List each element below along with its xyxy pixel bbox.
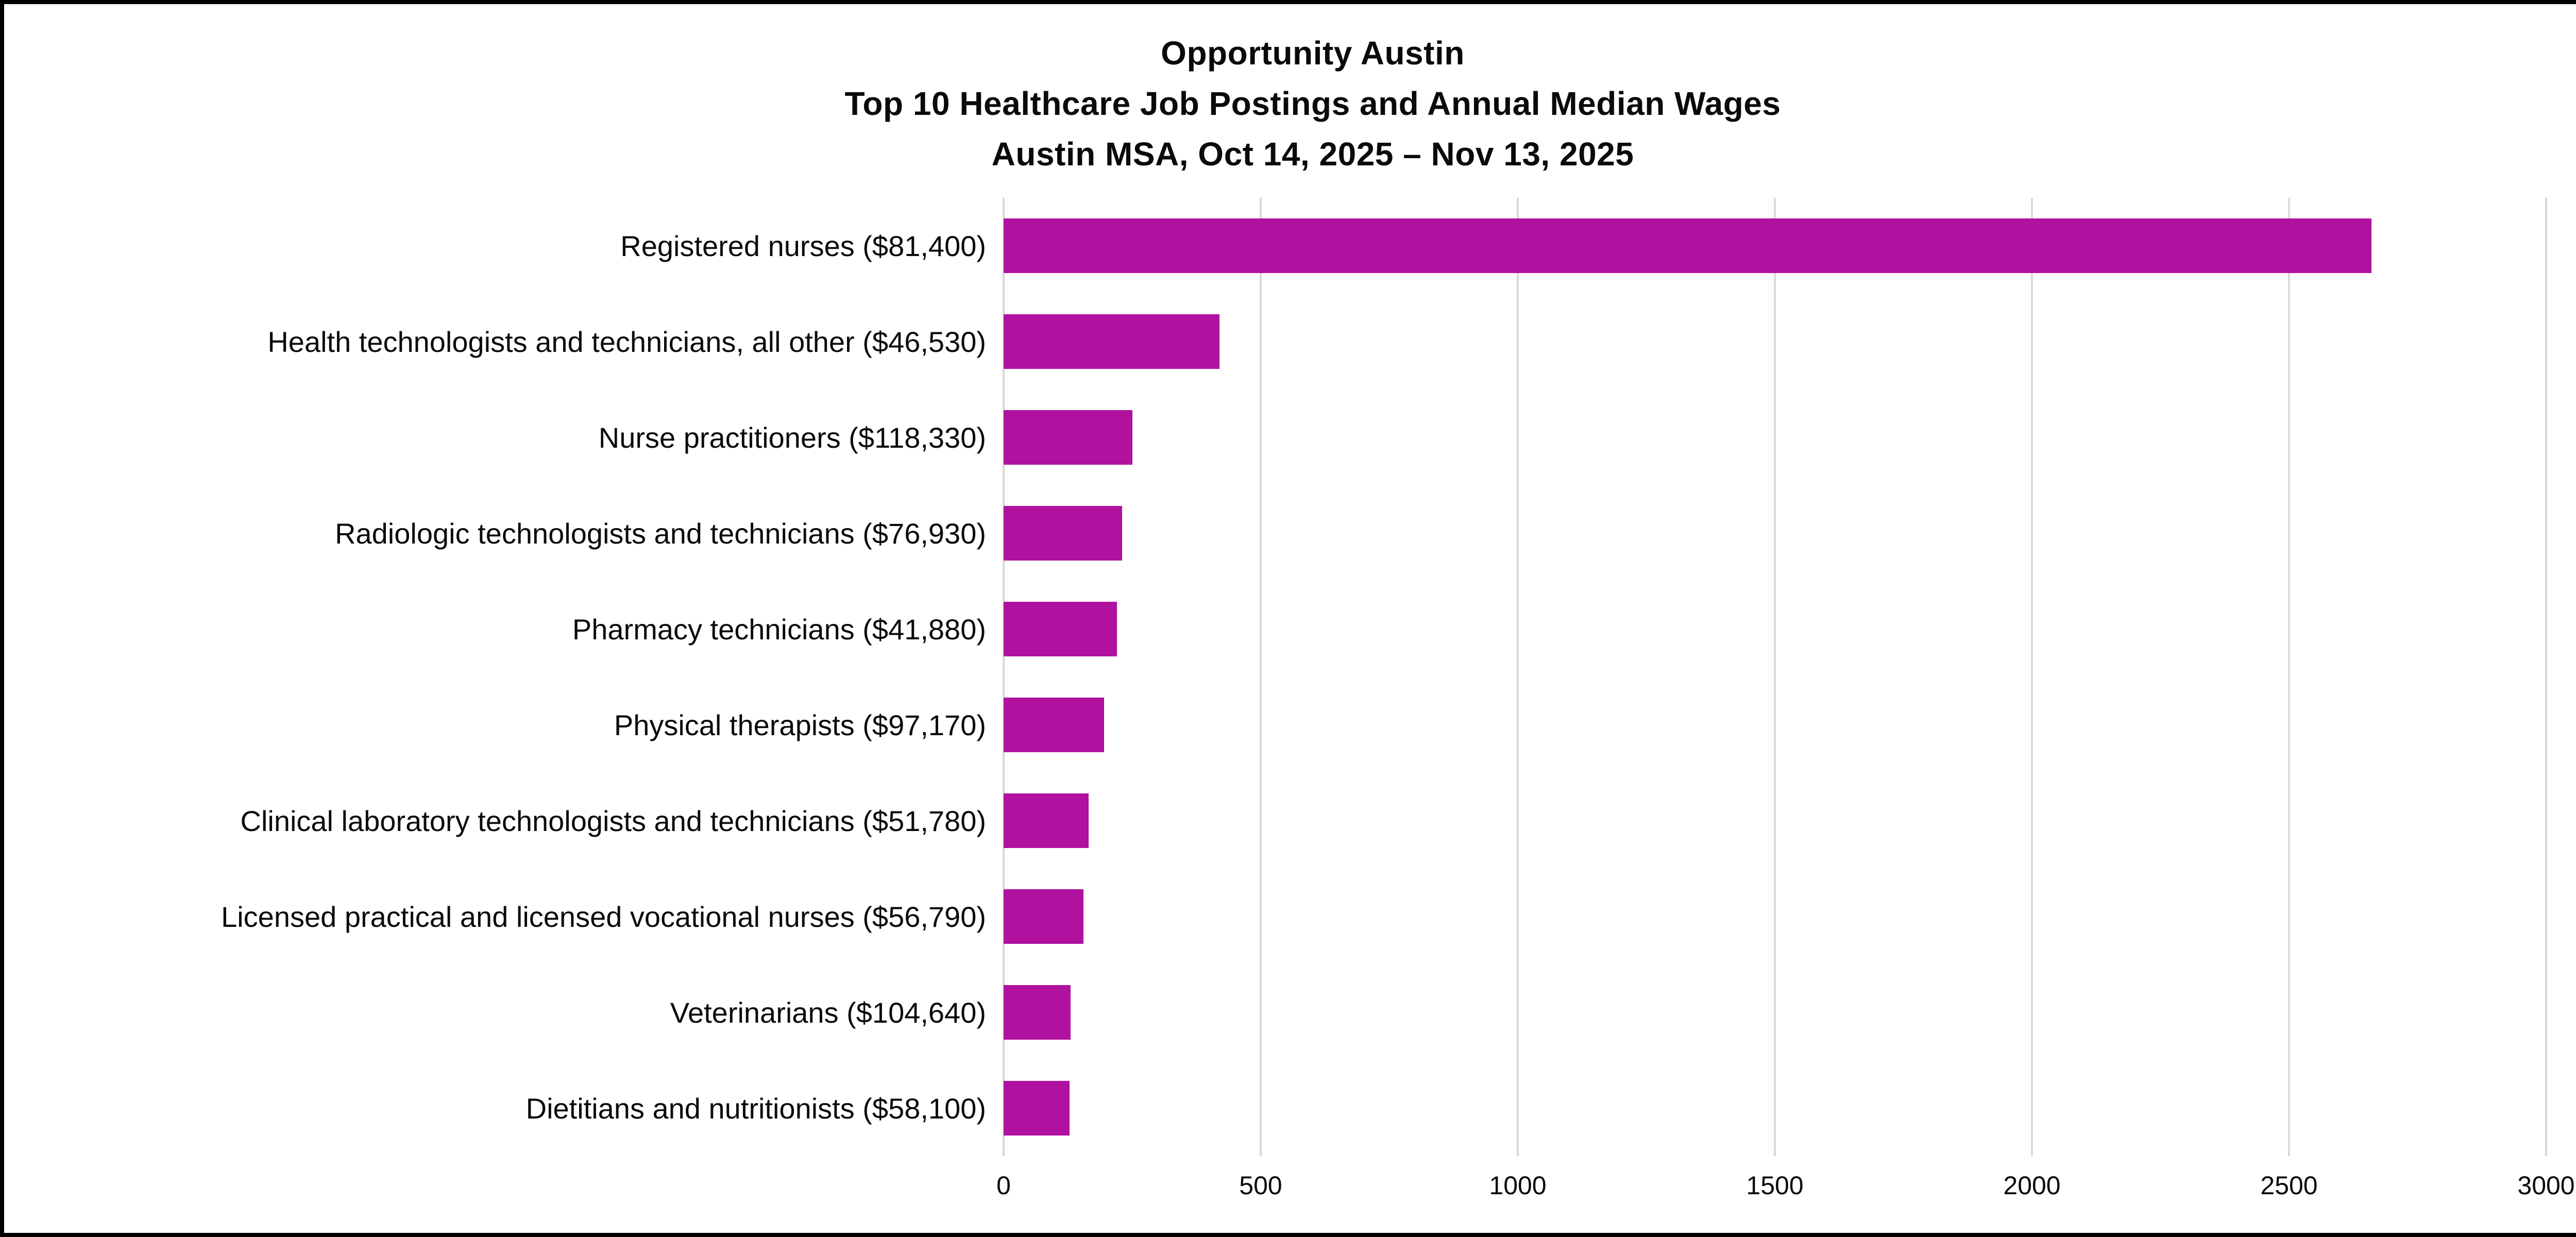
- x-axis-spacer: [4, 1156, 1004, 1218]
- gridline: [1260, 198, 1262, 1156]
- category-label: Health technologists and technicians, al…: [267, 325, 986, 358]
- category-label: Registered nurses ($81,400): [620, 229, 986, 262]
- bar: [1004, 698, 1104, 752]
- bar: [1004, 218, 2371, 273]
- bar-track: [1004, 389, 2546, 485]
- bar: [1004, 602, 1117, 656]
- plot-area: [1003, 198, 2547, 1156]
- bar-track: [1004, 581, 2546, 677]
- chart-subtitle-2: Austin MSA, Oct 14, 2025 – Nov 13, 2025: [991, 135, 1634, 173]
- category-label: Dietitians and nutritionists ($58,100): [526, 1092, 986, 1125]
- x-tick-label: 0: [996, 1171, 1011, 1200]
- bar: [1004, 410, 1132, 465]
- bar-track: [1004, 294, 2546, 389]
- chart-subtitle: Top 10 Healthcare Job Postings and Annua…: [844, 85, 1781, 122]
- category-label: Physical therapists ($97,170): [614, 708, 986, 741]
- category-label: Licensed practical and licensed vocation…: [221, 900, 986, 933]
- x-tick-label: 3000: [2517, 1171, 2575, 1200]
- category-label: Radiologic technologists and technicians…: [335, 517, 986, 550]
- gridline: [1003, 198, 1005, 1156]
- x-tick-label: 2500: [2260, 1171, 2318, 1200]
- category-label: Nurse practitioners ($118,330): [598, 421, 986, 454]
- gridline: [1774, 198, 1776, 1156]
- bar-track: [1004, 869, 2546, 964]
- bar: [1004, 506, 1122, 561]
- x-tick-label: 2000: [2003, 1171, 2061, 1200]
- category-labels-column: Registered nurses ($81,400) Health techno…: [4, 198, 1004, 1156]
- bar-track: [1004, 1060, 2546, 1156]
- bar-track: [1004, 198, 2546, 294]
- category-label: Pharmacy technicians ($41,880): [572, 613, 986, 646]
- x-tick-label: 1000: [1489, 1171, 1547, 1200]
- x-tick-label: 1500: [1746, 1171, 1804, 1200]
- bars-layer: [1004, 198, 2546, 1156]
- bar: [1004, 1081, 1070, 1136]
- chart-titles: Opportunity Austin Top 10 Healthcare Job…: [4, 4, 2576, 179]
- bar-track: [1004, 964, 2546, 1060]
- chart-body: Registered nurses ($81,400) Health techno…: [4, 198, 2547, 1156]
- bar: [1004, 985, 1071, 1040]
- gridline: [2545, 198, 2547, 1156]
- gridlines-layer: [1003, 198, 2547, 1156]
- bar: [1004, 314, 1220, 369]
- x-tick-label: 500: [1239, 1171, 1282, 1200]
- x-axis-row: 0 500 1000 1500 2000 2500 3000: [4, 1156, 2575, 1218]
- gridline: [2031, 198, 2033, 1156]
- gridline: [2288, 198, 2290, 1156]
- x-axis: 0 500 1000 1500 2000 2500 3000: [996, 1156, 2575, 1218]
- chart-title: Opportunity Austin: [1161, 35, 1465, 72]
- gridline: [1517, 198, 1519, 1156]
- bar: [1004, 889, 1083, 944]
- bar-track: [1004, 485, 2546, 581]
- bar-track: [1004, 677, 2546, 773]
- category-label: Veterinarians ($104,640): [670, 996, 986, 1029]
- bar: [1004, 793, 1089, 848]
- bar-track: [1004, 773, 2546, 869]
- category-label: Clinical laboratory technologists and te…: [240, 804, 987, 837]
